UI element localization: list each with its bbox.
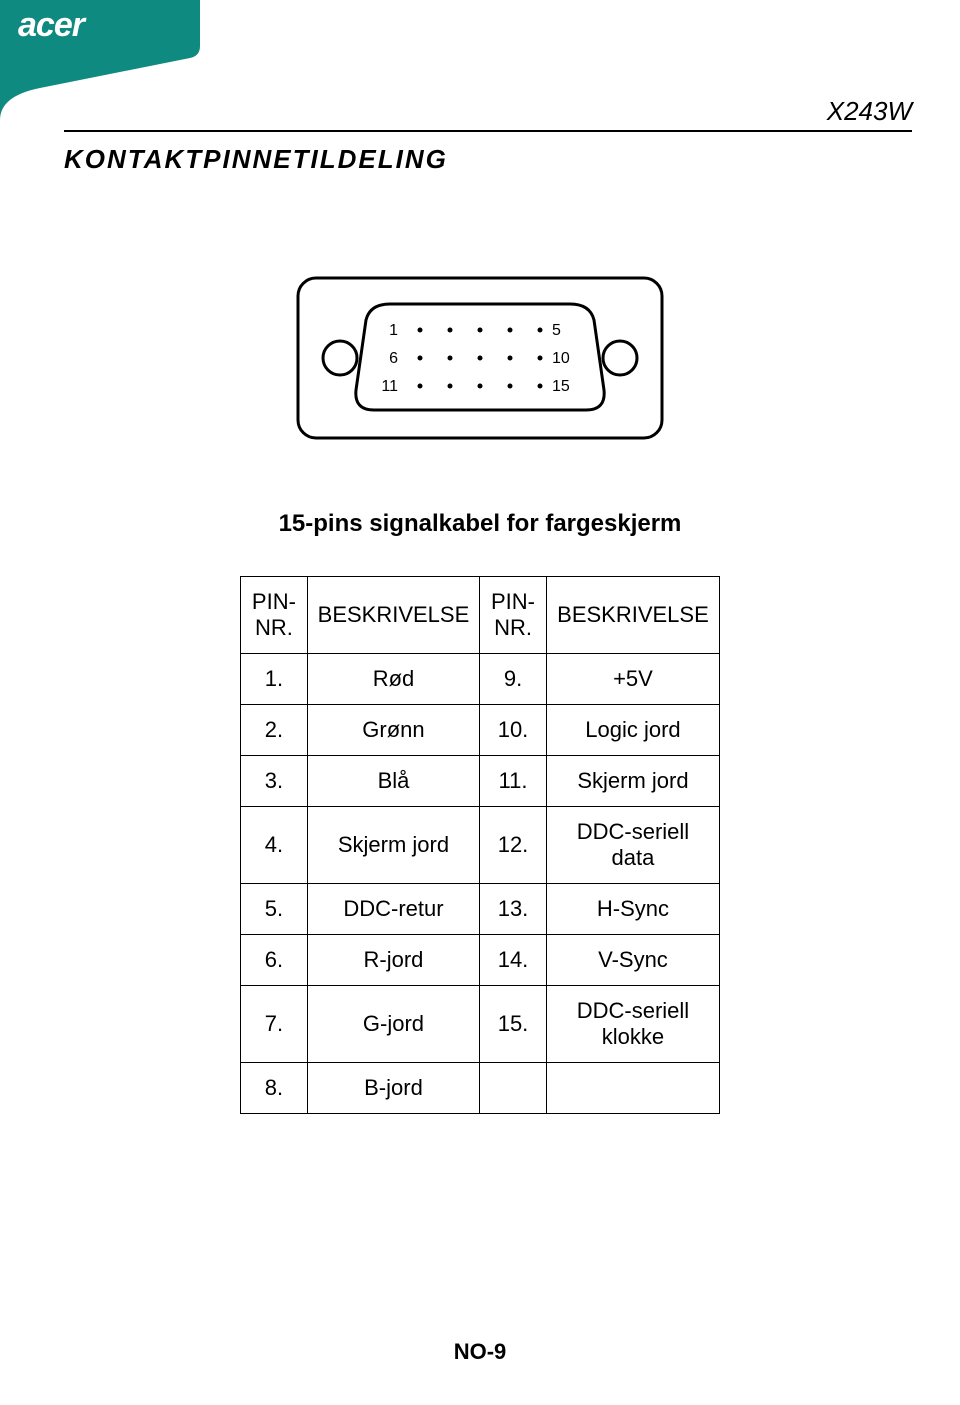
table-row: 6.R-jord14.V-Sync xyxy=(241,935,720,986)
table-cell: 8. xyxy=(241,1063,308,1114)
col-header: PIN-NR. xyxy=(241,577,308,654)
table-cell: DDC-seriell data xyxy=(546,807,719,884)
table-row: 5.DDC-retur13.H-Sync xyxy=(241,884,720,935)
col-header: BESKRIVELSE xyxy=(546,577,719,654)
table-cell: B-jord xyxy=(307,1063,479,1114)
table-cell: Blå xyxy=(307,756,479,807)
table-row: 4.Skjerm jord12.DDC-seriell data xyxy=(241,807,720,884)
pin-label-11: 11 xyxy=(381,378,398,395)
figure-caption: 15-pins signalkabel for fargeskjerm xyxy=(0,510,960,538)
table-cell: 12. xyxy=(480,807,547,884)
table-row: 8.B-jord xyxy=(241,1063,720,1114)
table-row: 3.Blå11.Skjerm jord xyxy=(241,756,720,807)
table-header-row: PIN-NR. BESKRIVELSE PIN-NR. BESKRIVELSE xyxy=(241,577,720,654)
table-cell: 15. xyxy=(480,986,547,1063)
section-title: KONTAKTPINNETILDELING xyxy=(64,144,448,175)
table-cell: 9. xyxy=(480,654,547,705)
table-cell: +5V xyxy=(546,654,719,705)
table-row: 2.Grønn10.Logic jord xyxy=(241,705,720,756)
pin-label-10: 10 xyxy=(552,350,570,367)
table-cell: H-Sync xyxy=(546,884,719,935)
table-cell: Skjerm jord xyxy=(307,807,479,884)
col-header: PIN-NR. xyxy=(480,577,547,654)
table-cell: Rød xyxy=(307,654,479,705)
table-cell xyxy=(480,1063,547,1114)
brand-logo: acer xyxy=(18,6,84,45)
pin-label-5: 5 xyxy=(552,322,561,339)
table-cell: 4. xyxy=(241,807,308,884)
table-cell: 13. xyxy=(480,884,547,935)
table-cell: 5. xyxy=(241,884,308,935)
col-header: BESKRIVELSE xyxy=(307,577,479,654)
table-cell: 6. xyxy=(241,935,308,986)
page-number: NO-9 xyxy=(0,1339,960,1365)
table-cell: 1. xyxy=(241,654,308,705)
table-cell: 3. xyxy=(241,756,308,807)
table-row: 7.G-jord15.DDC-seriell klokke xyxy=(241,986,720,1063)
table-cell xyxy=(546,1063,719,1114)
table-cell: 14. xyxy=(480,935,547,986)
pin-label-15: 15 xyxy=(552,378,570,395)
table-cell: G-jord xyxy=(307,986,479,1063)
table-cell: Grønn xyxy=(307,705,479,756)
table-cell: DDC-retur xyxy=(307,884,479,935)
table-cell: Skjerm jord xyxy=(546,756,719,807)
pin-assignment-table: PIN-NR. BESKRIVELSE PIN-NR. BESKRIVELSE … xyxy=(240,576,720,1114)
table-cell: DDC-seriell klokke xyxy=(546,986,719,1063)
pin-label-1: 1 xyxy=(389,322,398,339)
table-cell: 7. xyxy=(241,986,308,1063)
manual-page: acer X243W KONTAKTPINNETILDELING xyxy=(0,0,960,1405)
pin-label-6: 6 xyxy=(389,350,398,367)
table-cell: 2. xyxy=(241,705,308,756)
table-row: 1.Rød9.+5V xyxy=(241,654,720,705)
table-cell: V-Sync xyxy=(546,935,719,986)
model-name: X243W xyxy=(827,96,912,127)
table-cell: 10. xyxy=(480,705,547,756)
table-cell: R-jord xyxy=(307,935,479,986)
connector-diagram: 1 5 6 10 11 15 xyxy=(290,260,670,465)
table-cell: 11. xyxy=(480,756,547,807)
horizontal-rule xyxy=(64,130,912,132)
table-cell: Logic jord xyxy=(546,705,719,756)
